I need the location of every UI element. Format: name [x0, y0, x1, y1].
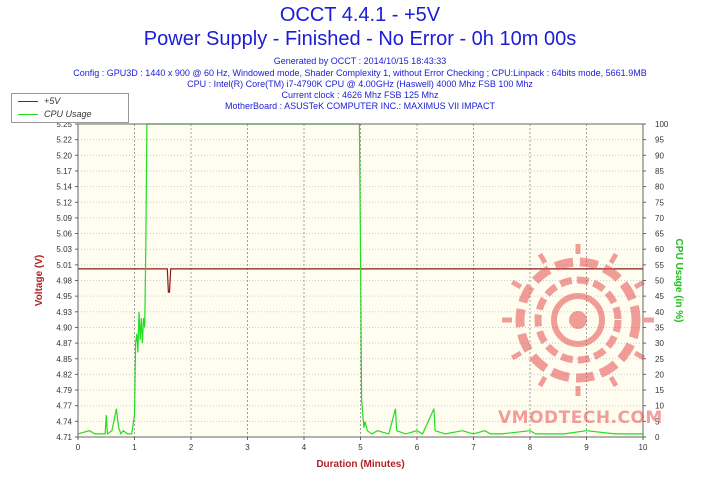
y-tick-label: 4.77	[56, 402, 72, 411]
logo-spoke	[510, 279, 523, 290]
x-tick-label: 1	[132, 443, 137, 452]
y-tick-label: 5.20	[56, 151, 72, 160]
logo-spoke	[608, 375, 619, 388]
legend: +5V CPU Usage	[11, 93, 129, 123]
legend-label-voltage: +5V	[44, 96, 61, 106]
y-tick-label: 5.22	[56, 136, 72, 145]
info-cpu: CPU : Intel(R) Core(TM) i7-4790K CPU @ 4…	[187, 79, 533, 89]
y-tick-label: 4.82	[56, 370, 72, 379]
y-tick-label: 5.14	[56, 183, 72, 192]
info-clock: Current clock : 4626 Mhz FSB 125 Mhz	[281, 90, 439, 100]
y-tick-label: 4.98	[56, 277, 72, 286]
y2-tick-label: 55	[655, 261, 664, 270]
y-tick-label: 4.93	[56, 308, 72, 317]
y2-tick-label: 90	[655, 151, 664, 160]
logo-spoke	[633, 350, 646, 361]
y2-tick-label: 65	[655, 230, 664, 239]
x-axis-title: Duration (Minutes)	[316, 459, 404, 470]
logo-spoke	[608, 252, 619, 265]
legend-item-voltage: +5V	[12, 95, 60, 107]
logo-spoke	[633, 279, 646, 290]
y2-tick-label: 30	[655, 339, 664, 348]
y-tick-label: 5.17	[56, 167, 72, 176]
logo-ring-mid	[534, 276, 622, 364]
y-tick-label: 4.85	[56, 355, 72, 364]
x-tick-label: 10	[639, 443, 648, 452]
y2-tick-label: 95	[655, 136, 664, 145]
y-axis-title: Voltage (V)	[34, 255, 45, 306]
y-tick-label: 4.95	[56, 292, 72, 301]
logo-core	[569, 311, 587, 329]
y2-tick-label: 20	[655, 370, 664, 379]
y-tick-label: 4.87	[56, 339, 72, 348]
x-tick-label: 3	[245, 443, 250, 452]
chart-title: OCCT 4.4.1 - +5V	[279, 4, 441, 26]
y2-tick-label: 75	[655, 198, 664, 207]
y-tick-label: 5.01	[56, 261, 72, 270]
x-tick-label: 0	[76, 443, 81, 452]
info-generated: Generated by OCCT : 2014/10/15 18:43:33	[273, 56, 447, 66]
watermark-text: VMODTECH.COM	[498, 408, 663, 428]
logo-spoke	[510, 350, 523, 361]
info-motherboard: MotherBoard : ASUSTeK COMPUTER INC.: MAX…	[225, 101, 495, 111]
y2-tick-label: 5	[655, 417, 660, 426]
legend-label-cpu: CPU Usage	[44, 109, 92, 119]
logo-spoke	[537, 375, 548, 388]
y2-tick-label: 40	[655, 308, 664, 317]
y2-tick-label: 45	[655, 292, 664, 301]
watermark-logo	[502, 244, 654, 396]
y2-tick-label: 60	[655, 245, 664, 254]
x-tick-label: 7	[471, 443, 476, 452]
y-tick-label: 5.12	[56, 198, 72, 207]
y2-tick-label: 85	[655, 167, 664, 176]
y-tick-label: 5.03	[56, 245, 72, 254]
y-tick-label: 4.79	[56, 386, 72, 395]
y2-tick-label: 50	[655, 277, 664, 286]
y-tick-label: 5.06	[56, 230, 72, 239]
y2-tick-label: 0	[655, 433, 660, 442]
x-tick-label: 8	[528, 443, 533, 452]
y-tick-label: 4.71	[56, 433, 72, 442]
y2-tick-label: 15	[655, 386, 664, 395]
legend-swatch-voltage	[18, 100, 38, 102]
y2-tick-label: 70	[655, 214, 664, 223]
y-tick-label: 4.90	[56, 323, 72, 332]
y-tick-label: 4.74	[56, 417, 72, 426]
logo-spoke	[537, 252, 548, 265]
legend-swatch-cpu	[18, 113, 38, 115]
y2-axis-title: CPU Usage (in %)	[673, 239, 684, 323]
x-tick-label: 2	[189, 443, 194, 452]
y2-tick-label: 10	[655, 402, 664, 411]
logo-ring-inner	[551, 293, 605, 347]
x-tick-label: 9	[584, 443, 589, 452]
x-tick-label: 4	[302, 443, 307, 452]
chart-subtitle: Power Supply - Finished - No Error - 0h …	[143, 28, 577, 50]
y2-tick-label: 35	[655, 323, 664, 332]
y2-tick-label: 25	[655, 355, 664, 364]
logo-ring-outer	[515, 257, 641, 383]
x-tick-label: 5	[358, 443, 363, 452]
series-line-voltage	[78, 268, 643, 293]
y2-tick-label: 100	[655, 120, 669, 129]
x-tick-label: 6	[415, 443, 420, 452]
y2-tick-label: 80	[655, 183, 664, 192]
info-config: Config : GPU3D : 1440 x 900 @ 60 Hz, Win…	[73, 68, 647, 78]
y-tick-label: 5.25	[56, 120, 72, 129]
legend-item-cpu: CPU Usage	[12, 108, 92, 120]
y-tick-label: 5.09	[56, 214, 72, 223]
